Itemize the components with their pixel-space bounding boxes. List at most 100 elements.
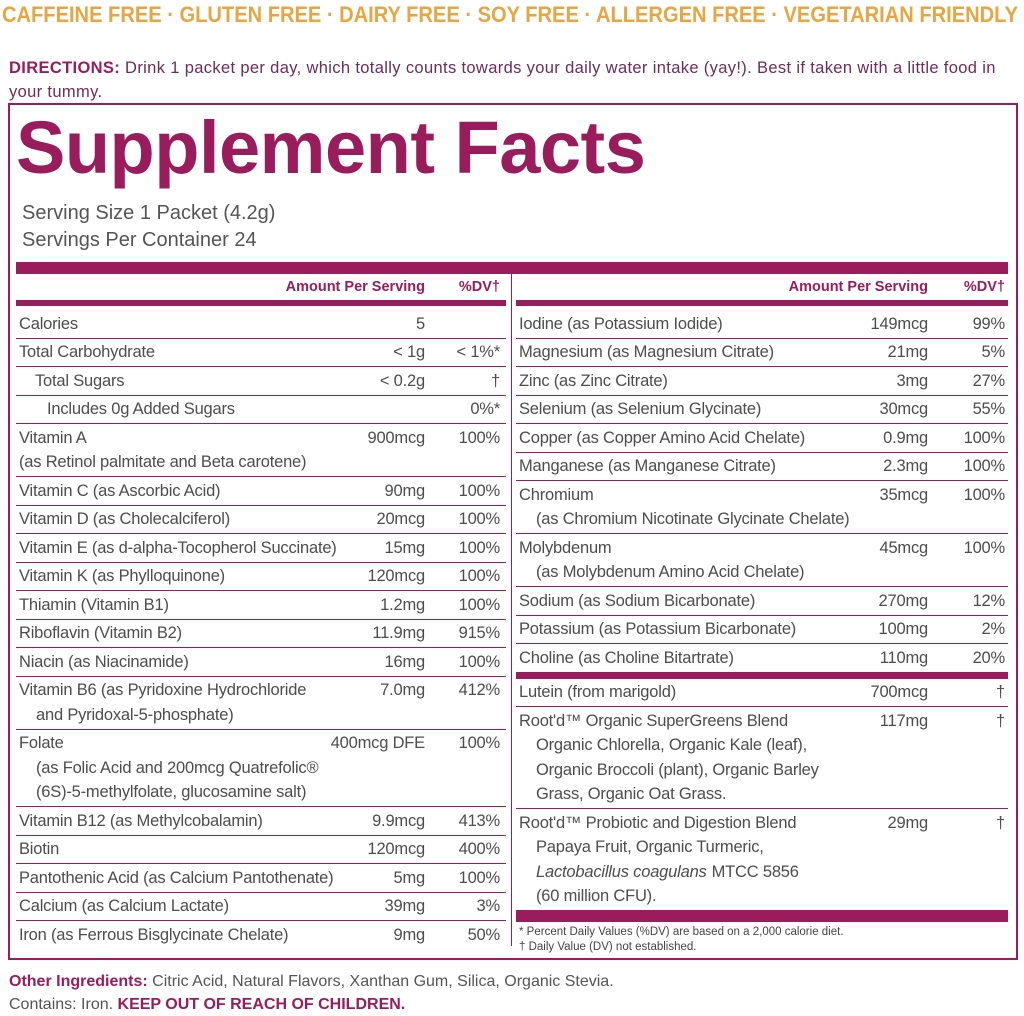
amount: 149mcg — [870, 314, 928, 333]
column-header: Amount Per Serving %DV† — [16, 274, 506, 300]
nutrient-detail: (6S)-5-methylfolate, glucosamine salt) — [36, 783, 307, 801]
nutrient-name: Vitamin C (as Ascorbic Acid) — [19, 481, 221, 500]
amount: 0.9mg — [883, 428, 928, 447]
daily-value: 55% — [972, 400, 1006, 418]
latin-name: Lactobacillus coagulans — [536, 862, 707, 881]
servings-per-container: Servings Per Container 24 — [22, 229, 257, 251]
blend-rows: Lutein (from marigold) 700mcg † Root'd™ Org… — [516, 679, 1008, 911]
fact-row: Magnesium (as Magnesium Citrate) 21mg 5% — [516, 339, 1008, 367]
daily-value: 0%* — [470, 400, 500, 418]
fact-row: Total Carbohydrate < 1g < 1%* — [16, 339, 506, 367]
daily-value: 27% — [972, 371, 1006, 390]
amount: 21mg — [887, 343, 929, 361]
fact-row: Thiamin (Vitamin B1) 1.2mg 100% — [16, 591, 506, 620]
daily-value: † — [996, 683, 1005, 701]
amount-header: Amount Per Serving — [788, 279, 928, 295]
nutrient-name: Potassium (as Potassium Bicarbonate) — [519, 620, 797, 638]
daily-value: 100% — [458, 567, 501, 585]
daily-value: 915% — [458, 624, 501, 642]
daily-value: 412% — [458, 681, 501, 699]
daily-value: < 1%* — [456, 343, 501, 361]
nutrient-name: Sodium (as Sodium Bicarbonate) — [519, 591, 756, 610]
nutrient-name: Calories — [19, 314, 78, 333]
nutrient-detail: Organic Broccoli (plant), Organic Barley — [536, 760, 819, 779]
nutrient-name: Total Carbohydrate — [19, 343, 155, 361]
fact-row: Copper (as Copper Amino Acid Chelate) 0.9… — [516, 424, 1008, 453]
other-ingredients: Other Ingredients: Citric Acid, Natural … — [9, 971, 614, 993]
rule — [16, 300, 506, 306]
daily-value: 100% — [458, 481, 501, 500]
fact-row: Sodium (as Sodium Bicarbonate) 270mg 12% — [516, 587, 1008, 616]
nutrient-detail: (as Retinol palmitate and Beta carotene) — [19, 453, 307, 471]
nutrient-name: Copper (as Copper Amino Acid Chelate) — [519, 428, 806, 447]
nutrient-name: Niacin (as Niacinamide) — [19, 652, 189, 671]
fact-row: Calories 5 — [16, 310, 506, 339]
directions-text: Drink 1 packet per day, which totally co… — [9, 59, 996, 101]
rule — [516, 910, 1008, 922]
nutrient-name: Vitamin E (as d-alpha-Tocopherol Succina… — [19, 538, 337, 557]
daily-value: 100% — [963, 538, 1006, 557]
amount: 29mg — [887, 813, 929, 832]
fact-row: Vitamin B12 (as Methylcobalamin) 9.9mcg 41… — [16, 807, 506, 836]
fact-row: Vitamin A 900mcg 100% (as Retinol palmitate… — [16, 424, 506, 477]
nutrient-detail: (60 million CFU). — [536, 887, 657, 905]
fact-row: Lutein (from marigold) 700mcg † — [516, 679, 1008, 707]
nutrient-name: Root'd™ Organic SuperGreens Blend — [519, 711, 788, 730]
facts-title: Supplement Facts — [16, 106, 646, 189]
fact-row: Vitamin B6 (as Pyridoxine Hydrochloride 7… — [16, 677, 506, 730]
amount: 270mg — [878, 591, 929, 610]
facts-panel — [8, 103, 1018, 960]
fact-row: Vitamin C (as Ascorbic Acid) 90mg 100% — [16, 477, 506, 506]
amount-header: Amount Per Serving — [285, 279, 425, 295]
amount: 45mcg — [879, 538, 928, 557]
right-column: Amount Per Serving %DV† Iodine (as Potass… — [516, 274, 1008, 955]
nutrient-name: Zinc (as Zinc Citrate) — [519, 371, 668, 390]
amount: 5 — [416, 314, 425, 333]
nutrient-name: Total Sugars — [35, 371, 125, 390]
fact-row: Potassium (as Potassium Bicarbonate) 100m… — [516, 616, 1008, 644]
fact-row: Root'd™ Probiotic and Digestion Blend 29m… — [516, 809, 1008, 910]
fact-row: Choline (as Choline Bitartrate) 110mg 20% — [516, 644, 1008, 673]
dv-header: %DV† — [458, 279, 500, 295]
daily-value: 400% — [458, 840, 501, 858]
amount: 16mg — [384, 652, 426, 671]
amount: 700mcg — [870, 683, 928, 701]
nutrient-name: Manganese (as Manganese Citrate) — [519, 457, 776, 475]
daily-value: 12% — [972, 591, 1006, 610]
amount: 35mcg — [879, 485, 928, 504]
fact-row: Molybdenum 45mcg 100% (as Molybdenum Amino … — [516, 534, 1008, 587]
nutrient-detail: (as Folic Acid and 200mcg Quatrefolic® — [36, 758, 319, 777]
nutrient-detail: Lactobacillus coagulans MTCC 5856 — [519, 860, 1008, 885]
directions: DIRECTIONS: Drink 1 packet per day, whic… — [9, 56, 1009, 104]
amount: 30mcg — [879, 400, 928, 418]
amount: 2.3mg — [883, 457, 928, 475]
nutrient-name: Calcium (as Calcium Lactate) — [19, 897, 229, 915]
amount: 100mg — [878, 620, 929, 638]
daily-value: 100% — [458, 428, 501, 447]
amount: 15mg — [384, 538, 426, 557]
nutrient-name: Vitamin B6 (as Pyridoxine Hydrochloride — [19, 681, 307, 699]
daily-value: 100% — [458, 868, 501, 887]
fact-row: Vitamin K (as Phylloquinone) 120mcg 100% — [16, 563, 506, 591]
claims-banner: CAFFEINE FREE · GLUTEN FREE · DAIRY FREE… — [2, 2, 1018, 27]
banner: CAFFEINE FREE · GLUTEN FREE · DAIRY FREE… — [2, 2, 1018, 27]
fact-row: Calcium (as Calcium Lactate) 39mg 3% — [16, 893, 506, 921]
fact-row: Vitamin D (as Cholecalciferol) 20mcg 100% — [16, 506, 506, 534]
amount: 400mcg DFE — [330, 734, 425, 752]
rule — [516, 672, 1008, 679]
thick-rule — [16, 262, 1008, 274]
nutrient-name: Folate — [19, 734, 64, 752]
fact-row: Niacin (as Niacinamide) 16mg 100% — [16, 648, 506, 677]
contains: Contains: Iron. KEEP OUT OF REACH OF CHI… — [9, 994, 405, 1016]
nutrient-name: Molybdenum — [519, 538, 612, 557]
nutrient-name: Pantothenic Acid (as Calcium Pantothenat… — [19, 868, 334, 887]
nutrient-name: Chromium — [519, 485, 594, 504]
nutrient-detail: (as Chromium Nicotinate Glycinate Chelat… — [536, 510, 850, 528]
nutrient-name: Selenium (as Selenium Glycinate) — [519, 400, 762, 418]
fact-row: Folate 400mcg DFE 100% (as Folic Acid and 2… — [16, 730, 506, 807]
amount: 7.0mg — [380, 681, 425, 699]
nutrient-name: Iron (as Ferrous Bisglycinate Chelate) — [19, 925, 289, 944]
nutrient-detail: (as Molybdenum Amino Acid Chelate) — [536, 563, 805, 581]
detail-text: MTCC 5856 — [711, 862, 799, 881]
other-ingredients-text: Citric Acid, Natural Flavors, Xanthan Gu… — [152, 973, 614, 990]
